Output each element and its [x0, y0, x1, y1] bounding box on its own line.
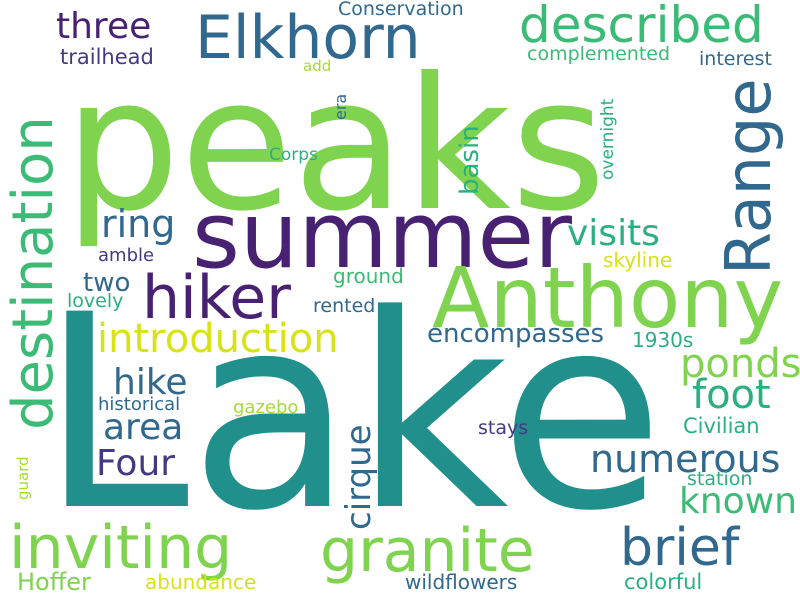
word-cirque: cirque: [339, 424, 379, 530]
word-civilian: Civilian: [683, 414, 760, 438]
word-peaks: peaks: [64, 39, 607, 252]
word-brief: brief: [620, 518, 740, 578]
word-introduction: introduction: [97, 316, 339, 362]
word-station: station: [687, 468, 753, 490]
word-granite: granite: [320, 516, 535, 586]
word-anthony: Anthony: [432, 249, 784, 347]
word-trailhead: trailhead: [60, 45, 154, 69]
word-corps: Corps: [269, 145, 318, 165]
word-encompasses: encompasses: [427, 319, 605, 349]
word-known: known: [679, 481, 797, 522]
word-four: Four: [96, 443, 176, 484]
word-foot: foot: [692, 372, 771, 418]
word-abundance: abundance: [145, 570, 257, 594]
word-overnight: overnight: [598, 98, 618, 180]
word-area: area: [103, 407, 184, 448]
word-interest: interest: [699, 48, 772, 70]
word-skyline: skyline: [603, 248, 673, 272]
word-summer: summer: [192, 182, 572, 289]
word-described: described: [519, 0, 764, 54]
word-colorful: colorful: [624, 570, 703, 594]
word-1930s: 1930s: [632, 328, 694, 352]
word-inviting: inviting: [9, 513, 233, 583]
word-range: Range: [712, 78, 785, 275]
word-two: two: [83, 268, 131, 298]
word-ring: ring: [101, 202, 176, 246]
word-elkhorn: Elkhorn: [195, 3, 421, 73]
word-numerous: numerous: [590, 437, 781, 481]
word-era: era: [331, 93, 350, 120]
word-hike: hike: [113, 362, 188, 403]
word-conservation: Conservation: [338, 0, 464, 20]
word-guard: guard: [14, 456, 32, 500]
word-hiker: hiker: [142, 263, 291, 333]
word-wildflowers: wildflowers: [405, 570, 518, 594]
word-add: add: [303, 57, 332, 75]
word-complemented: complemented: [527, 43, 671, 65]
word-amble: amble: [98, 245, 155, 266]
word-ground: ground: [333, 264, 404, 288]
word-ponds: ponds: [680, 341, 800, 387]
word-three: three: [56, 6, 152, 47]
word-visits: visits: [567, 213, 660, 254]
word-lovely: lovely: [67, 290, 124, 312]
word-basin: basin: [455, 125, 485, 195]
word-lake: Lake: [40, 258, 665, 570]
word-stays: stays: [478, 417, 529, 439]
word-historical: historical: [98, 394, 181, 415]
word-destination: destination: [1, 116, 66, 430]
word-hoffer: Hoffer: [17, 568, 91, 596]
word-rented: rented: [313, 295, 376, 317]
word-gazebo: gazebo: [233, 397, 299, 418]
